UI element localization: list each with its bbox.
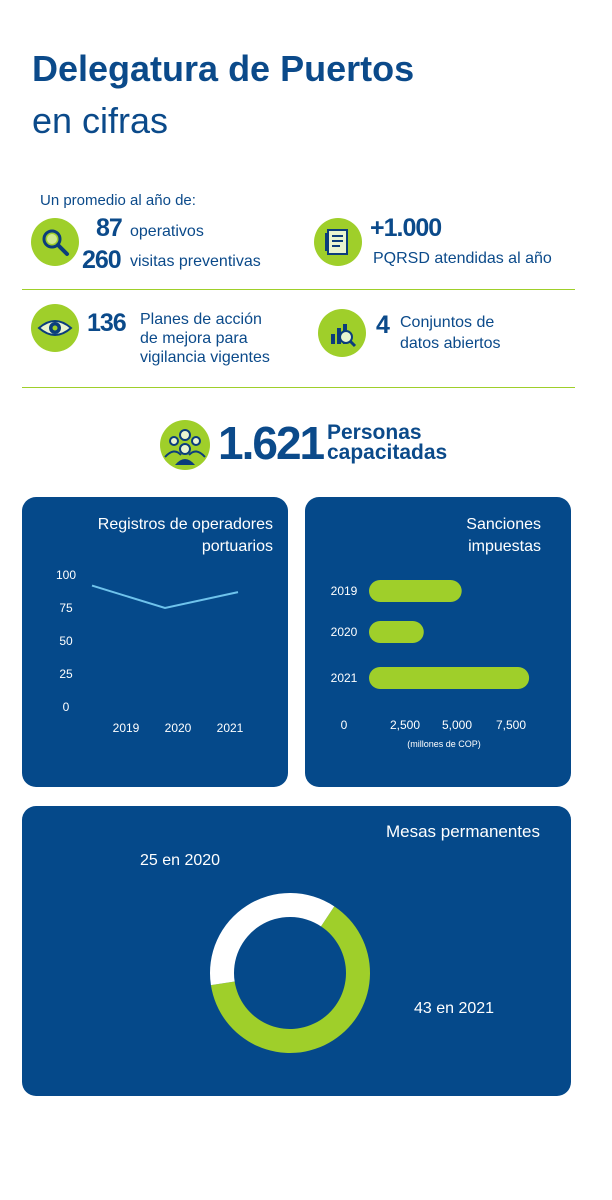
personas-value: 1.621 bbox=[218, 417, 325, 469]
slice-label-2021: 43 en 2021 bbox=[414, 1000, 494, 1017]
x-tick-label: 0 bbox=[341, 718, 348, 732]
visitas-value: 260 bbox=[82, 246, 122, 274]
planes-value: 136 bbox=[87, 309, 127, 337]
bar bbox=[369, 621, 424, 643]
registros-panel bbox=[22, 497, 288, 787]
mesas-chart-title: Mesas permanentes bbox=[385, 822, 540, 841]
slice-label-2020: 25 en 2020 bbox=[140, 852, 220, 869]
page-subtitle: en cifras bbox=[32, 100, 169, 141]
y-tick-label: 100 bbox=[56, 568, 76, 582]
planes-line-1: Planes de acción bbox=[140, 311, 262, 328]
bar bbox=[369, 667, 530, 689]
mesas-donut-chart: 25 en 2020 43 en 2021 bbox=[140, 852, 494, 1053]
category-label: 2020 bbox=[331, 625, 358, 639]
y-tick-label: 0 bbox=[63, 700, 70, 714]
operativos-label: operativos bbox=[130, 223, 204, 240]
planes-line-2: de mejora para bbox=[140, 330, 248, 347]
chart-title-line: impuestas bbox=[468, 538, 541, 555]
chart-title-line: Registros de operadores bbox=[97, 516, 273, 533]
x-tick-label: 2020 bbox=[165, 721, 192, 735]
sanciones-bar-chart: 2019 2020 2021 0 2,500 5,000 7,500 (millones … bbox=[331, 580, 530, 749]
registros-line-chart: 100 75 50 25 0 2019 2020 2021 bbox=[56, 568, 244, 735]
divider bbox=[22, 387, 575, 388]
chart-title-line: portuarios bbox=[201, 538, 273, 555]
page-title: Delegatura de Puertos bbox=[32, 48, 415, 89]
chart-title-line: Sanciones bbox=[466, 516, 541, 533]
personas-line-1: Personas bbox=[327, 421, 422, 444]
x-tick-label: 5,000 bbox=[442, 718, 472, 732]
data-analysis-icon bbox=[318, 309, 366, 357]
sanciones-panel bbox=[305, 497, 571, 787]
operativos-value: 87 bbox=[96, 214, 123, 242]
x-tick-label: 2019 bbox=[113, 721, 140, 735]
x-tick-label: 7,500 bbox=[496, 718, 526, 732]
document-icon bbox=[314, 218, 362, 266]
datos-line-2: datos abiertos bbox=[400, 335, 501, 352]
category-label: 2021 bbox=[331, 671, 358, 685]
intro-text: Un promedio al año de: bbox=[40, 192, 196, 209]
planes-line-3: vigilancia vigentes bbox=[140, 349, 270, 366]
x-tick-label: 2,500 bbox=[390, 718, 420, 732]
visitas-label: visitas preventivas bbox=[130, 253, 261, 270]
datos-line-1: Conjuntos de bbox=[400, 314, 495, 331]
personas-line-2: capacitadas bbox=[327, 441, 448, 464]
donut-slice bbox=[210, 893, 335, 986]
pqrsd-value: +1.000 bbox=[370, 214, 442, 242]
datos-value: 4 bbox=[376, 311, 390, 339]
series-line bbox=[91, 584, 239, 610]
x-tick-label: 2021 bbox=[217, 721, 244, 735]
y-tick-label: 75 bbox=[59, 601, 73, 615]
y-tick-label: 50 bbox=[59, 634, 73, 648]
registros-chart-title: Registros de operadores portuarios bbox=[40, 514, 273, 558]
eye-icon bbox=[31, 304, 79, 352]
sanciones-chart-title: Sanciones impuestas bbox=[322, 514, 541, 558]
donut-slice bbox=[210, 906, 370, 1053]
category-label: 2019 bbox=[331, 584, 358, 598]
bar bbox=[369, 580, 462, 602]
magnifier-icon bbox=[31, 218, 79, 266]
divider bbox=[22, 289, 575, 290]
people-group-icon bbox=[160, 420, 210, 470]
y-tick-label: 25 bbox=[59, 667, 73, 681]
x-axis-label: (millones de COP) bbox=[407, 739, 481, 749]
pqrsd-label: PQRSD atendidas al año bbox=[373, 250, 552, 267]
